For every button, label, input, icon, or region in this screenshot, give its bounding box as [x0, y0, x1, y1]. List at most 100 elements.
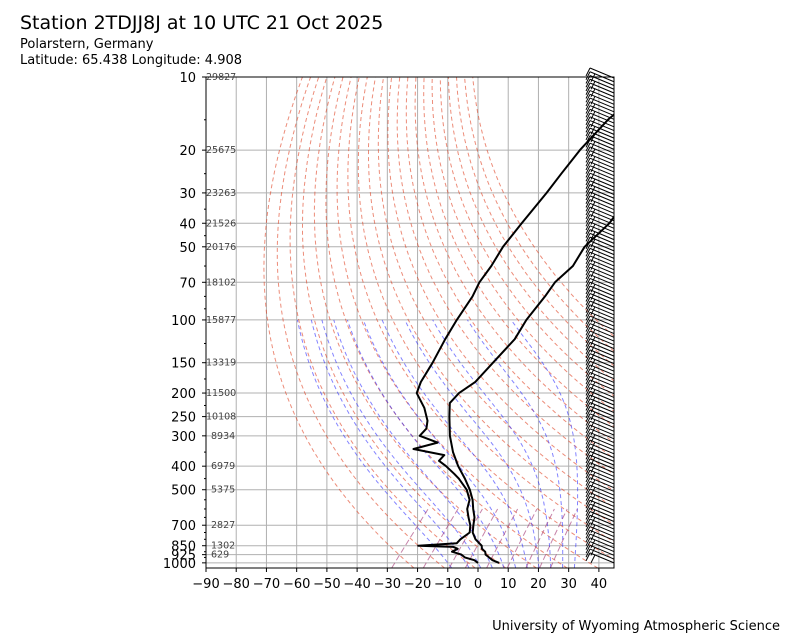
- wind-barb: [589, 97, 615, 109]
- wind-barb-flag: [585, 282, 591, 291]
- wind-barb: [589, 191, 615, 203]
- wind-barb-flag: [590, 321, 596, 331]
- wind-barb-flag: [590, 276, 596, 285]
- wind-barb-flag: [585, 409, 591, 419]
- wind-barb: [589, 116, 615, 128]
- wind-barb-flag: [590, 193, 596, 203]
- wind-barb-flag: [585, 94, 591, 103]
- wind-barb: [589, 462, 615, 474]
- wind-barb-flag: [585, 289, 591, 298]
- wind-barb-flag: [590, 111, 596, 120]
- height-label: 2827: [211, 520, 235, 531]
- mixing-ratio-line: [391, 508, 429, 568]
- wind-barb: [589, 439, 615, 451]
- x-tick-label: 10: [500, 577, 517, 592]
- wind-barb-flag: [585, 124, 591, 133]
- dry-adiabat: [336, 77, 599, 568]
- wind-barb-flag: [585, 157, 591, 167]
- wind-barb-flag: [585, 139, 591, 148]
- wind-barb: [589, 484, 615, 496]
- wind-barb: [589, 108, 615, 120]
- wind-barb-flag: [590, 426, 596, 436]
- wind-barb: [589, 161, 615, 173]
- wind-barb-flag: [585, 342, 591, 351]
- y-tick-label: 1000: [163, 557, 196, 572]
- x-tick-label: 0: [474, 577, 482, 592]
- y-tick-label: 70: [179, 276, 196, 291]
- wind-barb: [589, 165, 615, 177]
- mixing-ratio-line: [506, 508, 538, 568]
- wind-barb-flag: [585, 353, 591, 362]
- wind-barb-flag: [585, 97, 591, 107]
- wind-barb: [589, 206, 615, 218]
- wind-barb-flag: [590, 479, 596, 488]
- wind-barb-flag: [590, 329, 596, 338]
- wind-barb-flag: [585, 259, 591, 268]
- wind-barb-flag: [585, 439, 591, 449]
- y-tick-label: 250: [171, 411, 196, 426]
- wind-barb-flag: [585, 82, 591, 92]
- wind-barb: [589, 368, 615, 380]
- wind-barb-flag: [590, 314, 596, 323]
- wind-barb-flag: [585, 368, 591, 377]
- wind-barb-flag: [585, 131, 591, 141]
- wind-barb: [589, 105, 615, 117]
- wind-barb-flag: [590, 96, 596, 105]
- wind-barb-flag: [590, 344, 596, 353]
- wind-barb-flag: [585, 492, 591, 501]
- dry-adiabat: [263, 77, 415, 568]
- wind-barb-flag: [590, 471, 596, 481]
- wind-barb: [589, 364, 615, 376]
- height-label: 6979: [211, 461, 235, 472]
- wind-barb: [589, 244, 615, 256]
- wind-barb-flag: [585, 469, 591, 479]
- wind-barb-flag: [590, 284, 596, 293]
- height-label: 15877: [206, 315, 236, 326]
- wind-barb-flag: [585, 266, 591, 276]
- wind-barb-flag: [585, 402, 591, 411]
- wind-barb-flag: [590, 299, 596, 308]
- dewpoint-profile: [412, 113, 614, 564]
- wind-barb-flag: [585, 496, 591, 505]
- wind-barb: [589, 67, 615, 79]
- wind-barb-flag: [585, 263, 591, 272]
- dry-adiabat: [302, 77, 507, 568]
- wind-barb-flag: [585, 176, 591, 186]
- wind-barb-flag: [585, 112, 591, 122]
- wind-barb-flag: [585, 360, 591, 370]
- wind-barb: [589, 255, 615, 267]
- dry-adiabat: [423, 77, 614, 428]
- dry-adiabat: [472, 77, 614, 338]
- wind-barb-flag: [585, 481, 591, 490]
- wind-barb-flag: [585, 372, 591, 381]
- wind-barb-flag: [585, 169, 591, 178]
- wind-barb: [589, 195, 615, 207]
- wind-barb-flag: [590, 419, 596, 428]
- wind-barb-flag: [590, 216, 596, 225]
- wind-barb-flag: [585, 244, 591, 253]
- wind-barb-flag: [585, 533, 591, 543]
- x-tick-label: 40: [591, 577, 608, 592]
- wind-barb-flag: [585, 255, 591, 265]
- y-tick-label: 700: [171, 519, 196, 534]
- wind-barb-flag: [590, 336, 596, 346]
- wind-barb: [589, 458, 615, 470]
- wind-barb: [589, 526, 615, 538]
- dry-adiabat: [377, 77, 614, 509]
- wind-barb-flag: [585, 161, 591, 171]
- wind-barb-flag: [585, 116, 591, 126]
- wind-barb-flag: [585, 165, 591, 174]
- wind-barb-flag: [590, 81, 596, 90]
- wind-barb: [589, 101, 615, 113]
- wind-barb-flag: [585, 387, 591, 396]
- x-tick-label: −70: [253, 577, 280, 592]
- moist-adiabat: [310, 319, 470, 568]
- wind-barb: [589, 402, 615, 413]
- moist-adiabat: [321, 319, 482, 568]
- dry-adiabat: [414, 77, 614, 444]
- wind-barb-flag: [590, 359, 596, 368]
- wind-barb-flag: [590, 126, 596, 135]
- wind-barb: [589, 375, 615, 387]
- wind-barb-flag: [590, 411, 596, 421]
- dry-adiabat: [357, 77, 614, 543]
